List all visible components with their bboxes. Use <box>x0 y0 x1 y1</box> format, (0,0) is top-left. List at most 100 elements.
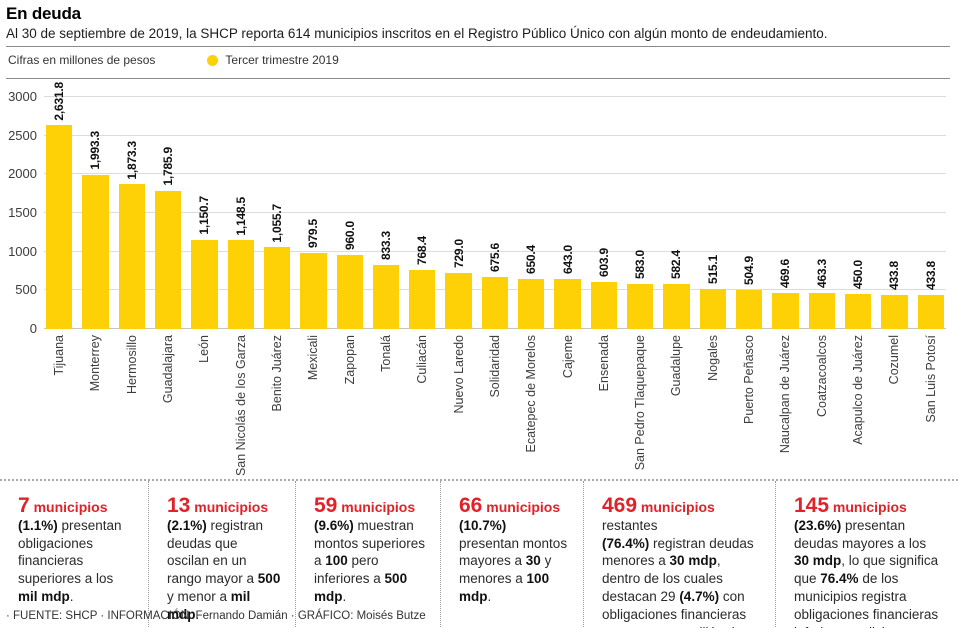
stat-text: (23.6%) <box>794 517 842 533</box>
stat-text: , lo que significa que <box>794 553 939 587</box>
stat-text: (10.7%) <box>459 517 507 533</box>
bar <box>445 272 472 329</box>
value-label-wrap: 515.1 <box>700 255 726 284</box>
y-axis-tick: 1500 <box>8 205 37 220</box>
category-label-cell: San Nicolás de los Garza <box>228 335 254 477</box>
gridline <box>44 212 946 213</box>
stat-text: y menor a <box>167 589 231 605</box>
stat-text: 30 <box>525 553 541 569</box>
stat-text: 500 mdp <box>314 571 408 605</box>
category-label: San Nicolás de los Garza <box>233 335 248 477</box>
gridline <box>44 134 946 136</box>
stat-text: presentan montos mayores a <box>459 535 568 569</box>
value-label-wrap: 603.9 <box>591 248 617 277</box>
header: En deuda Al 30 de septiembre de 2019, la… <box>0 0 958 79</box>
bar-column: 450.0 <box>844 97 872 329</box>
bar <box>82 174 109 329</box>
bar-column: 979.5 <box>300 97 327 329</box>
stat-text: 100 <box>325 553 348 569</box>
stat-text: , dentro de los cuales destacan 29 <box>602 553 723 605</box>
stat-text: registran deudas que oscilan en un rango… <box>167 517 264 587</box>
annotation-block: 59 municipios (9.6%) muestran montos supe… <box>295 481 440 628</box>
stat-text: y menores a <box>459 553 552 587</box>
value-label: 643.0 <box>560 245 575 275</box>
x-axis-labels: Tijuana Monterrey Hermosillo Guadalajara Leó… <box>44 329 946 477</box>
bar <box>481 276 509 329</box>
value-label: 979.5 <box>306 219 321 249</box>
bar-column: 583.0 <box>627 97 654 329</box>
dotted-divider <box>0 479 958 481</box>
gridline <box>44 250 946 252</box>
value-label: 675.6 <box>487 242 502 272</box>
stat-text: con obligaciones financieras menores a u… <box>602 589 747 628</box>
y-axis-tick: 0 <box>29 321 37 336</box>
value-label-wrap: 433.8 <box>918 261 944 290</box>
value-label-wrap: 433.8 <box>881 261 907 290</box>
value-label: 433.8 <box>887 261 902 291</box>
bar <box>227 240 254 329</box>
category-label-cell: Guadalupe <box>663 335 689 477</box>
legend-series-label: Tercer trimestre 2019 <box>225 53 339 67</box>
annotation-block: 469 municipios restantes (76.4%) registra… <box>583 481 775 628</box>
category-label: Guadalupe <box>669 335 684 397</box>
bars-row: 2,631.8 1,993.3 1,873.3 1,785.9 1,150.7 1,148… <box>46 82 944 329</box>
bar <box>627 283 654 329</box>
value-label-wrap: 504.9 <box>736 256 762 285</box>
stat-text: mil mdp <box>18 589 70 605</box>
legend-dot-icon <box>207 54 219 66</box>
category-label-cell: Benito Juárez <box>264 335 290 477</box>
bar <box>118 184 145 329</box>
legend-row: Cifras en millones de pesos Tercer trime… <box>6 47 950 73</box>
page-title: En deuda <box>6 4 81 23</box>
bar-column: 650.4 <box>518 97 545 329</box>
category-label-cell: Ensenada <box>591 335 617 477</box>
stat-text: muestran montos superiores a <box>314 517 426 569</box>
category-label: Benito Juárez <box>270 335 285 412</box>
stat-number: 145 <box>794 494 830 517</box>
bar-column: 1,150.7 <box>191 97 218 329</box>
stat-text: 30 mdp <box>794 553 842 569</box>
value-label: 1,150.7 <box>197 196 212 236</box>
category-label-cell: Cajeme <box>554 335 580 477</box>
bar-column: 433.8 <box>917 97 944 329</box>
value-label: 1,993.3 <box>88 131 103 170</box>
plot-area: 0 500 1000 1500 2000 2500 3000 2,631.8 1,993.3 1,… <box>8 82 946 336</box>
category-label-cell: Naucalpan de Juárez <box>772 335 798 477</box>
category-label: San Luis Potosí <box>923 335 938 423</box>
divider <box>6 46 950 47</box>
value-label: 504.9 <box>742 255 757 285</box>
category-label: Naucalpan de Juárez <box>778 335 793 454</box>
category-label-cell: Zapopan <box>337 335 363 477</box>
bar-chart: 0 500 1000 1500 2000 2500 3000 2,631.8 1,993.3 1,… <box>8 82 946 477</box>
category-label-cell: Hermosillo <box>119 335 145 477</box>
value-label-wrap: 463.3 <box>809 259 835 288</box>
divider <box>6 78 950 79</box>
value-label-wrap: 960.0 <box>337 221 363 250</box>
bar <box>336 254 363 329</box>
stat-number: 66 <box>459 494 483 517</box>
stat-text: 100 mdp <box>459 571 550 605</box>
bar-column: 643.0 <box>554 97 581 329</box>
value-label: 450.0 <box>851 260 866 290</box>
value-label-wrap: 469.6 <box>772 259 798 288</box>
value-label-wrap: 675.6 <box>482 243 508 272</box>
stat-text: municipios <box>337 499 416 515</box>
value-label: 1,785.9 <box>161 147 176 186</box>
bar <box>372 264 400 329</box>
category-label-cell: Cozumel <box>881 335 907 477</box>
category-label: Tijuana <box>52 335 67 376</box>
value-label-wrap: 979.5 <box>300 219 326 248</box>
bar <box>590 282 617 329</box>
value-label-wrap: 450.0 <box>845 260 871 289</box>
category-label-cell: Ecatepec de Morelos <box>518 335 544 477</box>
stat-text: . <box>487 589 492 605</box>
bar <box>699 289 726 329</box>
bar <box>518 278 545 329</box>
category-label: Acapulco de Juárez <box>851 335 866 445</box>
stat-text: registran deudas menores a <box>602 535 754 569</box>
category-label-cell: San Luis Potosí <box>918 335 944 477</box>
y-axis-tick: 2000 <box>8 166 37 182</box>
y-axis-tick: 500 <box>15 282 37 298</box>
value-label: 469.6 <box>778 258 793 288</box>
bar-column: 675.6 <box>481 97 509 329</box>
